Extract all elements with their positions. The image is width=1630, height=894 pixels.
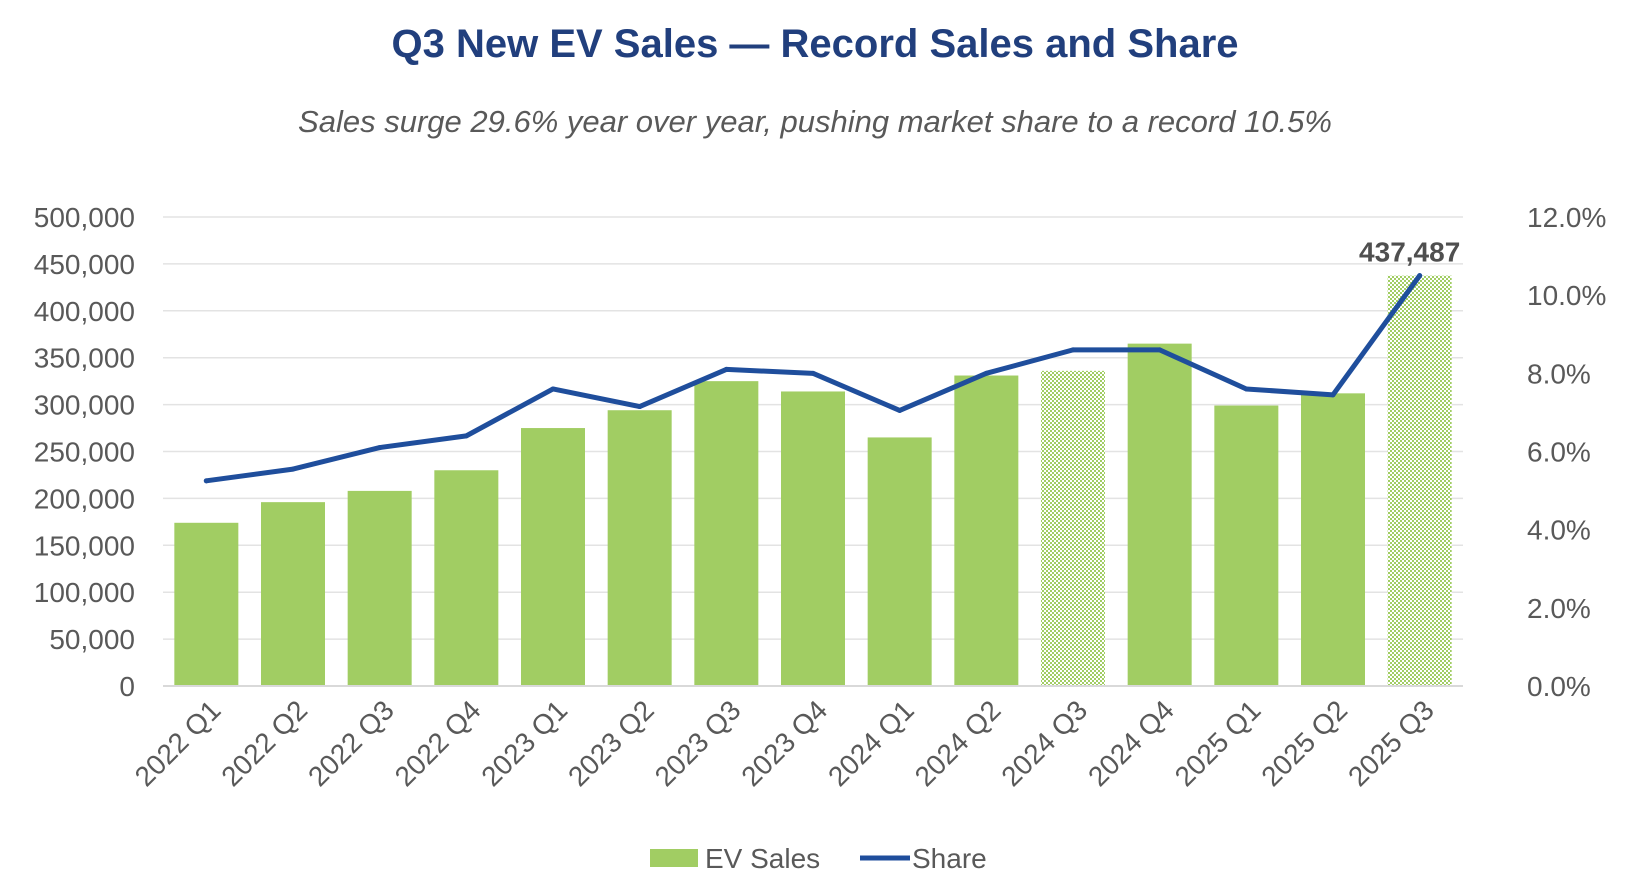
share-point (1417, 273, 1423, 279)
y-left-tick-label: 400,000 (34, 296, 135, 327)
bar (261, 502, 325, 686)
share-point (810, 370, 816, 376)
bar (607, 410, 672, 686)
y-left-tick-label: 0 (119, 671, 135, 702)
y-left-tick-label: 200,000 (34, 483, 135, 514)
bar (521, 428, 585, 686)
x-tick-label: 2022 Q3 (302, 694, 400, 792)
line-series (203, 273, 1423, 484)
data-label: 437,487 (1359, 237, 1460, 268)
y-right-tick-label: 0.0% (1527, 671, 1591, 702)
share-point (550, 386, 556, 392)
bar (174, 522, 239, 686)
y-right-tick-label: 12.0% (1527, 202, 1606, 233)
share-point (463, 433, 469, 439)
share-point (723, 366, 729, 372)
chart-title: Q3 New EV Sales — Record Sales and Share (391, 22, 1239, 66)
y-right-tick-label: 2.0% (1527, 593, 1591, 624)
y-left-tick-label: 100,000 (34, 577, 135, 608)
bar (954, 375, 1019, 686)
bar (434, 470, 499, 686)
y-right-tick-label: 8.0% (1527, 358, 1591, 389)
y-left-tick-label: 450,000 (34, 249, 135, 280)
y-left-tick-label: 300,000 (34, 390, 135, 421)
bar (1127, 343, 1192, 686)
share-point (1330, 392, 1336, 398)
legend-swatch-ev-sales (650, 849, 698, 867)
x-tick-label: 2023 Q1 (475, 694, 573, 792)
share-point (1070, 347, 1076, 353)
bar-series (174, 275, 1452, 686)
y-left-tick-label: 350,000 (34, 343, 135, 374)
bar (694, 381, 759, 686)
share-point (290, 466, 296, 472)
x-tick-label: 2023 Q3 (649, 694, 747, 792)
x-tick-label: 2025 Q2 (1255, 694, 1353, 792)
x-tick-label: 2022 Q1 (129, 694, 227, 792)
x-tick-label: 2024 Q4 (1082, 694, 1180, 792)
bar (1041, 370, 1105, 686)
bar (867, 437, 932, 686)
bar (1301, 393, 1365, 686)
share-point (1157, 347, 1163, 353)
y-left-tick-label: 150,000 (34, 530, 135, 561)
x-tick-label: 2025 Q1 (1169, 694, 1267, 792)
data-labels: 437,487 (1359, 237, 1460, 268)
chart-subtitle: Sales surge 29.6% year over year, pushin… (298, 104, 1332, 139)
share-point (377, 445, 383, 451)
y-right-tick-label: 10.0% (1527, 280, 1606, 311)
share-point (897, 407, 903, 413)
legend-label-share: Share (912, 843, 987, 874)
x-tick-label: 2024 Q3 (995, 694, 1093, 792)
legend-label-ev-sales: EV Sales (705, 843, 820, 874)
x-tick-label: 2025 Q3 (1342, 694, 1440, 792)
x-tick-label: 2023 Q2 (562, 694, 660, 792)
x-tick-label: 2024 Q2 (909, 694, 1007, 792)
bar (1214, 405, 1279, 686)
share-point (983, 370, 989, 376)
y-left-tick-label: 250,000 (34, 437, 135, 468)
x-tick-label: 2022 Q2 (215, 694, 313, 792)
share-point (203, 478, 209, 484)
bar (347, 490, 412, 686)
bar (1387, 275, 1452, 686)
share-point (637, 404, 643, 410)
y-right-tick-label: 6.0% (1527, 437, 1591, 468)
y-left-tick-label: 500,000 (34, 202, 135, 233)
x-tick-label: 2022 Q4 (389, 694, 487, 792)
y-left-tick-label: 50,000 (49, 624, 135, 655)
x-tick-label: 2023 Q4 (735, 694, 833, 792)
bar (781, 391, 845, 686)
share-point (1243, 386, 1249, 392)
legend: EV Sales Share (650, 843, 987, 874)
y-right-tick-label: 4.0% (1527, 515, 1591, 546)
x-tick-label: 2024 Q1 (822, 694, 920, 792)
